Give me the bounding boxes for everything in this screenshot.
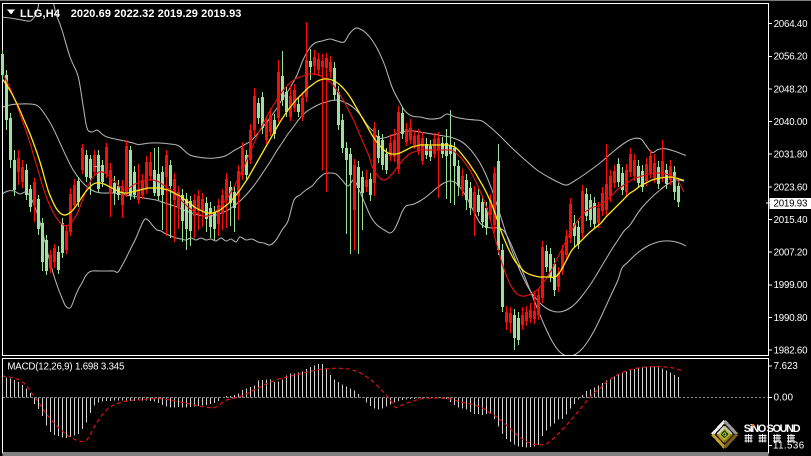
svg-text:2023.60: 2023.60 <box>774 182 809 193</box>
svg-text:SiNO SOUND: SiNO SOUND <box>744 423 801 435</box>
svg-text:0.00: 0.00 <box>774 393 794 404</box>
svg-text:2064.40: 2064.40 <box>774 19 809 30</box>
svg-text:2056.20: 2056.20 <box>774 52 809 63</box>
svg-text:-11.536: -11.536 <box>769 441 804 452</box>
svg-text:1990.80: 1990.80 <box>774 313 809 324</box>
svg-text:2031.80: 2031.80 <box>774 150 809 161</box>
svg-text:2015.40: 2015.40 <box>774 215 809 226</box>
svg-text:MACD(12,26,9) 1.698 3.345: MACD(12,26,9) 1.698 3.345 <box>7 361 124 372</box>
svg-text:LLG,H4: LLG,H4 <box>20 8 61 20</box>
svg-text:2019.93: 2019.93 <box>774 199 808 210</box>
svg-text:2040.00: 2040.00 <box>774 117 809 128</box>
svg-text:2048.20: 2048.20 <box>774 84 809 95</box>
svg-text:1982.60: 1982.60 <box>774 346 809 357</box>
svg-text:1999.00: 1999.00 <box>774 280 809 291</box>
svg-text:2007.20: 2007.20 <box>774 248 809 259</box>
svg-text:2020.69 2022.32 2019.29 2019.9: 2020.69 2022.32 2019.29 2019.93 <box>71 8 242 20</box>
svg-text:7.623: 7.623 <box>774 361 798 372</box>
